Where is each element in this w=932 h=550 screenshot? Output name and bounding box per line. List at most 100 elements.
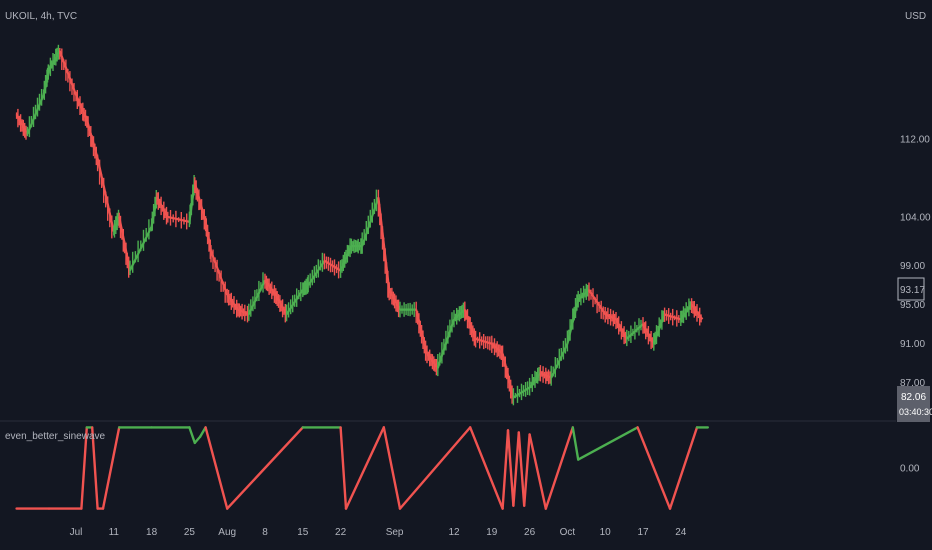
- price-series-line: [167, 215, 190, 223]
- sinewave-segment: [198, 426, 207, 438]
- countdown-timer: 03:40:30: [899, 407, 932, 417]
- sinewave-segment: [90, 426, 99, 510]
- price-series-line: [679, 304, 693, 320]
- price-tick-label: 99.00: [900, 261, 925, 272]
- price-series-line: [264, 279, 277, 296]
- sinewave-segment: [523, 433, 531, 507]
- price-series-line: [539, 371, 552, 379]
- price-series-line: [48, 50, 61, 72]
- sinewave-segment: [506, 429, 515, 507]
- price-series-line: [323, 259, 342, 272]
- price-series-line: [74, 94, 88, 120]
- price-series-line: [118, 216, 132, 271]
- time-tick-label: Sep: [386, 527, 404, 538]
- sinewave-segment: [344, 426, 385, 510]
- sinewave-segment: [528, 433, 547, 510]
- sinewave-segment: [225, 426, 304, 510]
- time-tick-label: 15: [297, 527, 309, 538]
- price-series-line: [129, 226, 153, 271]
- price-series-line: [361, 197, 380, 247]
- price-pane[interactable]: [15, 44, 704, 406]
- price-series-line: [501, 353, 515, 398]
- time-tick-label: 25: [184, 527, 196, 538]
- price-series-line: [188, 182, 196, 222]
- time-tick-label: 18: [146, 527, 158, 538]
- price-series-line: [642, 323, 655, 345]
- indicator-pane[interactable]: [15, 426, 709, 510]
- price-series-line: [193, 182, 207, 223]
- price-series-line: [42, 70, 51, 96]
- price-tick-label: 104.00: [900, 212, 931, 223]
- price-series-line: [388, 289, 401, 311]
- price-series-line: [26, 94, 45, 135]
- indicator-tick-label: 0.00: [900, 464, 920, 475]
- price-series-line: [588, 289, 607, 316]
- indicator-last-value: 82.06: [901, 392, 926, 403]
- sinewave-segment: [636, 426, 672, 510]
- symbol-title: UKOIL, 4h, TVC: [5, 11, 77, 22]
- time-tick-label: 11: [109, 527, 120, 538]
- last-price-label: 93.17: [900, 285, 925, 296]
- price-series-line: [85, 119, 99, 159]
- time-tick-label: Aug: [218, 527, 236, 538]
- price-series-line: [150, 197, 159, 227]
- price-series-line: [550, 343, 569, 379]
- time-tick-label: 24: [675, 527, 687, 538]
- sinewave-segment: [80, 426, 89, 510]
- price-series-line: [664, 313, 682, 321]
- price-series-line: [226, 294, 239, 311]
- price-series-line: [566, 299, 580, 344]
- price-series-line: [652, 314, 666, 345]
- price-series-line: [604, 313, 617, 321]
- price-series-line: [237, 308, 250, 316]
- price-series-line: [58, 50, 78, 96]
- price-series-line: [626, 323, 644, 340]
- price-series-line: [112, 216, 121, 232]
- price-series-line: [491, 342, 504, 355]
- countdown-bg: [897, 386, 930, 422]
- sinewave-segment: [339, 426, 348, 510]
- sinewave-segment: [101, 426, 121, 510]
- price-series-line: [339, 245, 353, 271]
- price-tick-label: 112.00: [900, 134, 930, 145]
- price-series-line: [453, 308, 466, 321]
- indicator-title[interactable]: even_better_sinewave: [5, 431, 106, 442]
- price-series-line: [577, 289, 590, 301]
- time-tick-label: 17: [637, 527, 649, 538]
- price-series-line: [15, 113, 29, 135]
- price-series-line: [204, 221, 213, 252]
- sinewave-segment: [193, 435, 202, 445]
- time-tick-label: 12: [448, 527, 460, 538]
- price-series-line: [475, 337, 493, 345]
- price-series-line: [528, 372, 542, 389]
- price-series-line: [615, 318, 628, 340]
- price-series-line: [512, 386, 531, 399]
- price-series-line: [307, 260, 326, 286]
- sinewave-segment: [668, 426, 699, 510]
- last-price-badge: 93.17: [897, 277, 925, 301]
- time-axis[interactable]: Jul 11 18 25 Aug 8 15 22 Sep 12 19 26 Oct 10 17 24: [70, 527, 687, 538]
- price-tick-label: 87.00: [900, 378, 925, 389]
- price-tick-label: 95.00: [900, 300, 925, 311]
- price-series-line: [426, 352, 439, 369]
- time-tick-label: 22: [335, 527, 347, 538]
- countdown-badge: 82.06 03:40:30: [897, 386, 932, 422]
- sinewave-segment: [517, 431, 526, 507]
- indicator-axis[interactable]: 0.00: [900, 464, 920, 475]
- sinewave-segment: [469, 426, 504, 510]
- price-series-line: [415, 309, 429, 354]
- price-tick-label: 91.00: [900, 339, 925, 350]
- sinewave-segment: [188, 426, 197, 445]
- price-series-line: [377, 197, 391, 291]
- price-series-line: [247, 279, 266, 315]
- sinewave-segment: [398, 426, 472, 510]
- currency-label: USD: [905, 11, 926, 22]
- price-series-line: [690, 304, 704, 320]
- time-tick-label: 10: [600, 527, 612, 538]
- time-tick-label: 19: [486, 527, 498, 538]
- time-tick-label: Oct: [560, 527, 576, 538]
- price-series-line: [274, 294, 288, 315]
- price-axis[interactable]: 112.00 104.00 99.00 95.00 91.00 87.00: [900, 134, 931, 389]
